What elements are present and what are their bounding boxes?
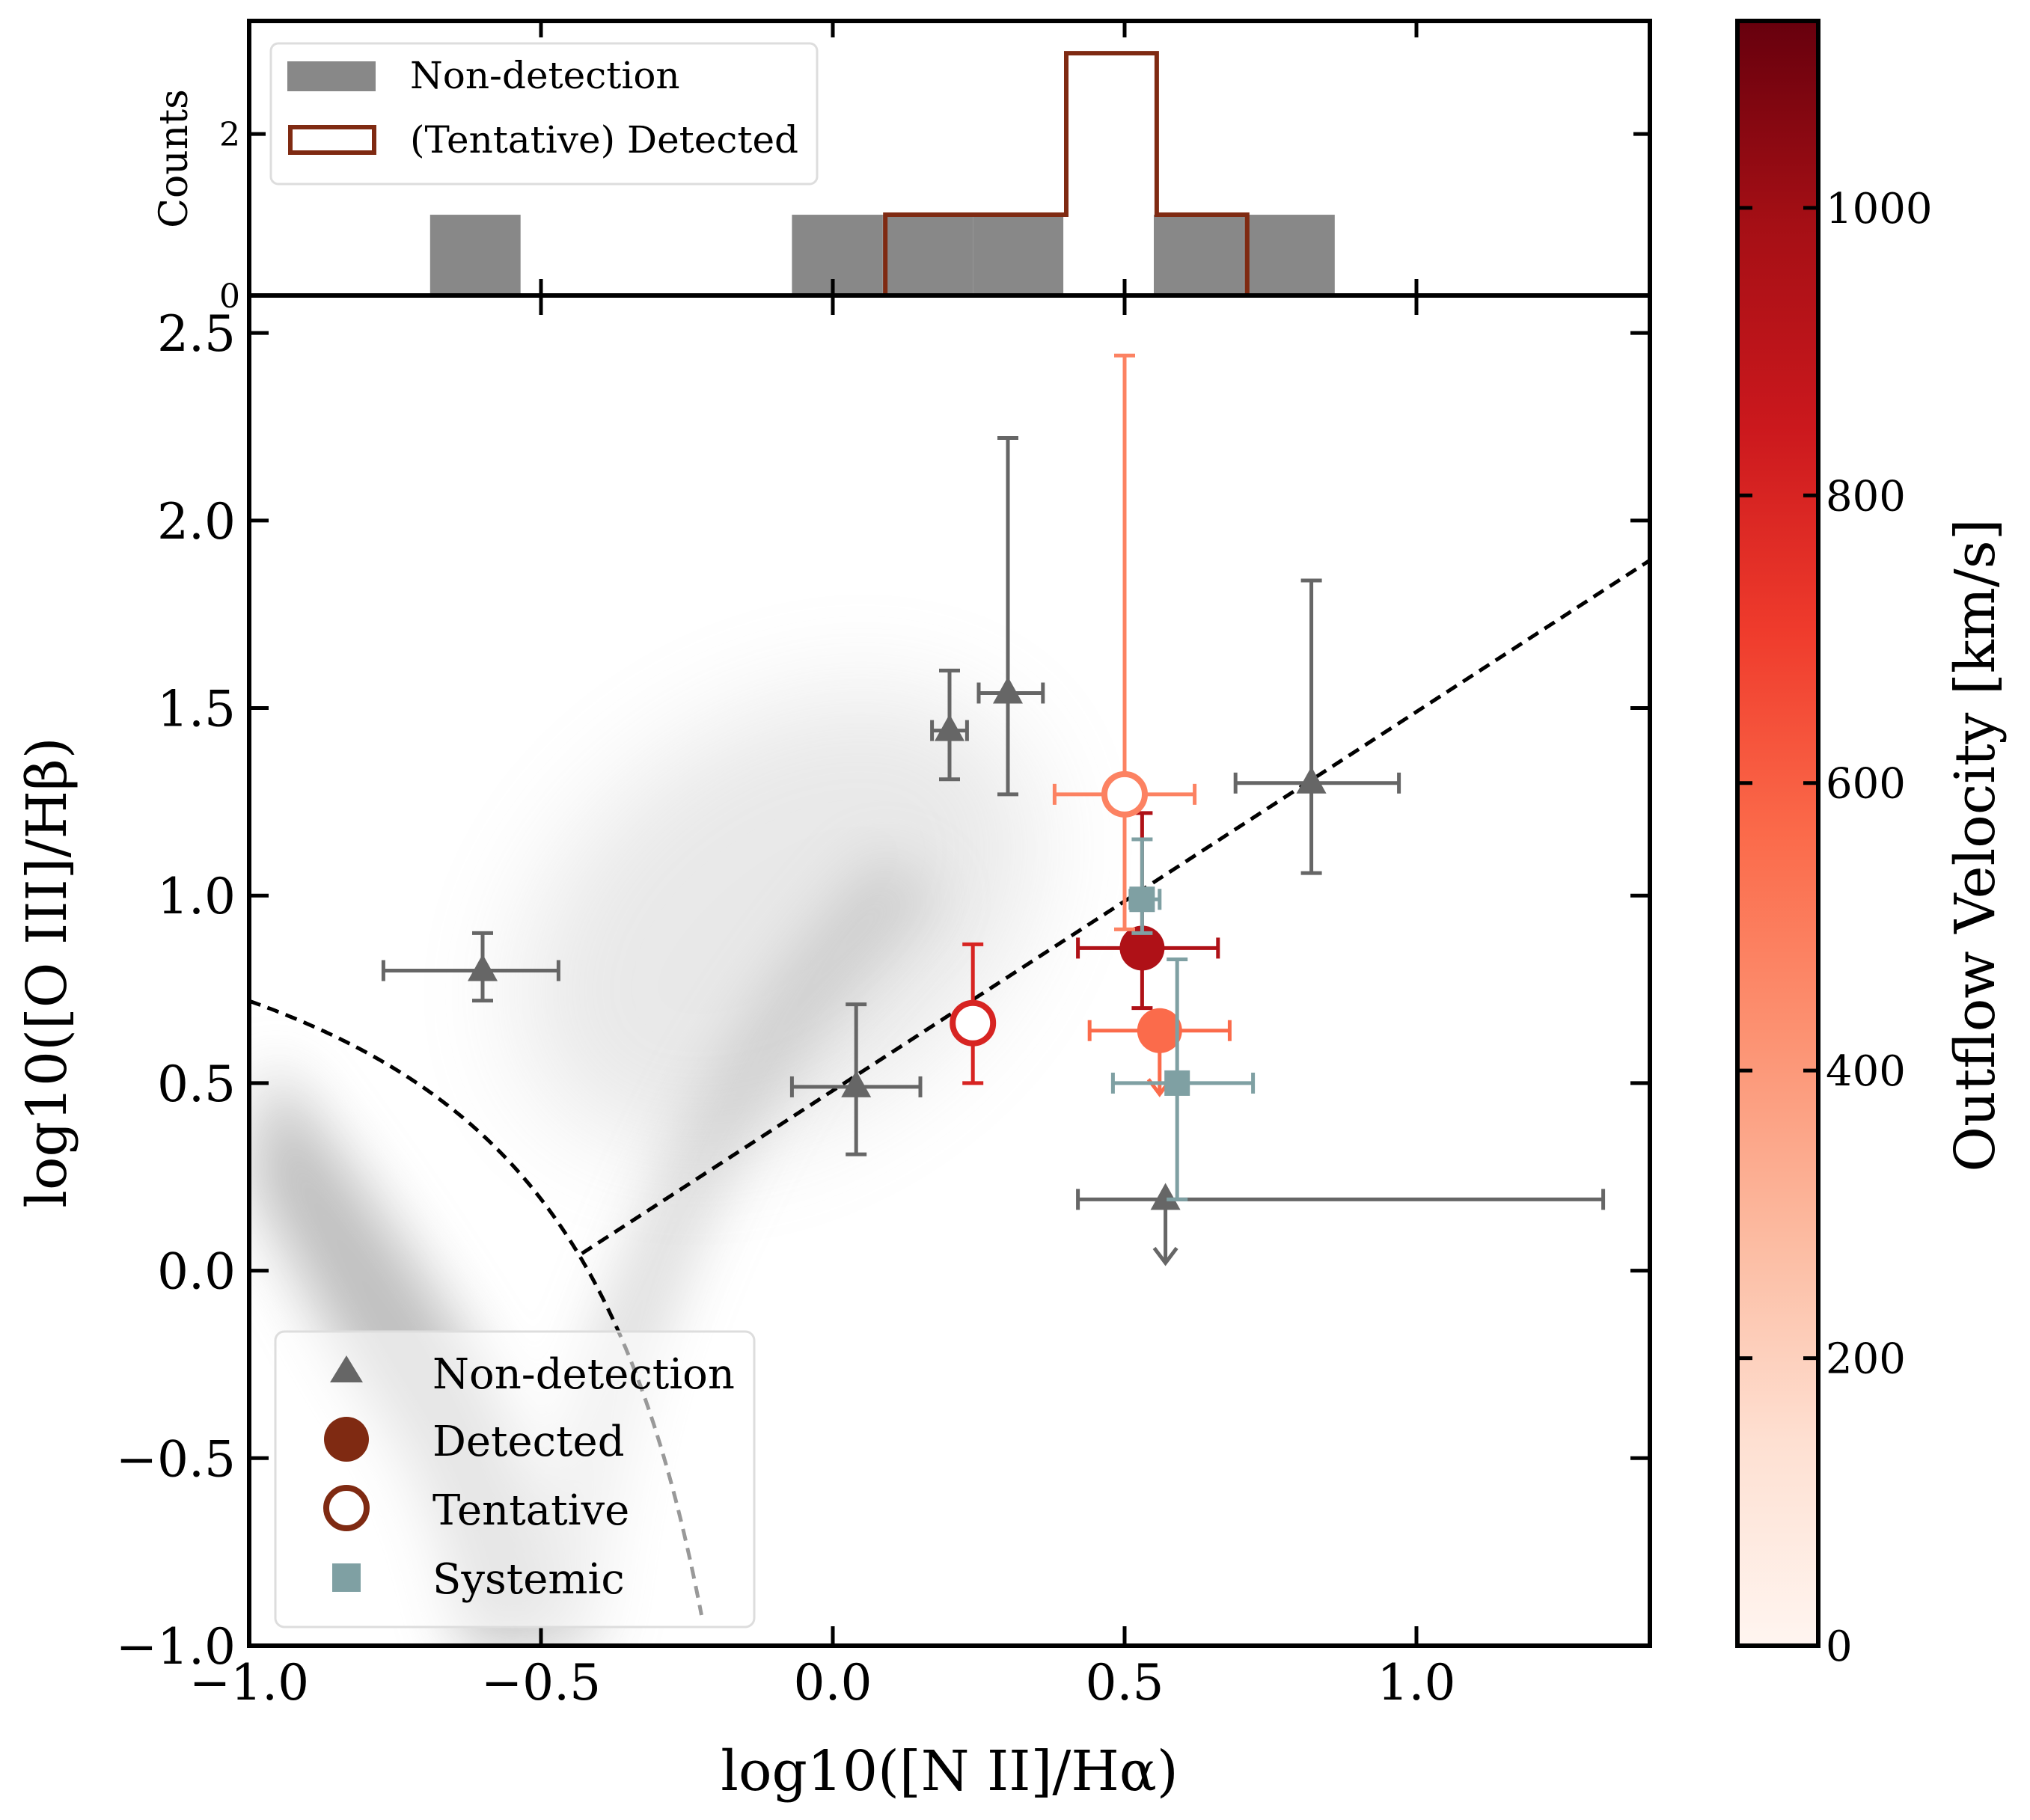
colorbar: 0 200 400 600 800 1000 Outflow Velocity [km/s… [1735, 19, 2008, 1671]
histogram-bars [429, 215, 1335, 295]
bpt-panel: −1.0 −0.5 0.0 0.5 1.0 −1.0 −0.5 0.0 0.5 1.0 1.5 2.0… [15, 293, 1652, 1804]
tentative-errorbars [1052, 353, 1197, 931]
main-legend: Non-detection Detected Tentative Systemi… [274, 1330, 756, 1628]
point-nondetection [1296, 766, 1327, 794]
colorbar-tick-label: 600 [1826, 760, 1906, 809]
point-detected [1119, 925, 1165, 971]
y-tick-label: 0.5 [157, 1055, 236, 1113]
point-systemic [1129, 886, 1155, 913]
y-tick-label: 2.5 [157, 305, 236, 363]
legend-swatch-nondetection-filled [287, 61, 376, 91]
legend-marker-open-circle [323, 1485, 370, 1531]
main-legend-label-nondetection: Non-detection [432, 1350, 735, 1399]
colorbar-tick-label: 1000 [1826, 185, 1933, 233]
hist-y-tick-label: 2 [219, 116, 240, 154]
point-systemic [1164, 1070, 1190, 1096]
colorbar-tick-label: 200 [1826, 1335, 1906, 1384]
histogram-legend: Non-detection (Tentative) Detected [269, 42, 819, 186]
histogram-bar-nondetection [1244, 215, 1335, 295]
legend-marker-square [332, 1563, 361, 1592]
point-nondetection [993, 676, 1023, 704]
y-tick-label: 1.0 [157, 868, 236, 925]
point-tentative [950, 999, 997, 1047]
histogram-bar-nondetection [882, 215, 973, 295]
main-legend-label-detected: Detected [432, 1418, 625, 1466]
x-tick-label: −0.5 [481, 1654, 601, 1712]
colorbar-gradient [1737, 21, 1818, 1646]
x-tick-label: 0.0 [794, 1654, 872, 1712]
point-nondetection [841, 1070, 872, 1097]
histogram-bar-nondetection [973, 215, 1064, 295]
colorbar-tick-label: 400 [1826, 1047, 1906, 1096]
point-detected [1137, 1008, 1182, 1053]
y-tick-label: 1.5 [157, 681, 236, 738]
agn-liner-line [581, 558, 1650, 1255]
main-y-label: log10([O III]/Hβ) [15, 737, 79, 1207]
point-nondetection [935, 714, 964, 741]
colorbar-tick-label: 0 [1826, 1623, 1853, 1671]
histogram-legend-label-detected: (Tentative) Detected [410, 118, 798, 162]
legend-marker-triangle [330, 1355, 363, 1382]
y-tick-label: −0.5 [116, 1430, 236, 1488]
main-frame [247, 293, 1652, 1648]
y-tick-label: 0.0 [157, 1243, 236, 1301]
point-nondetection [1150, 1183, 1181, 1210]
hist-y-tick-label: 0 [219, 278, 240, 316]
main-legend-label-tentative: Tentative [432, 1486, 629, 1535]
histogram-bar-nondetection [1154, 215, 1244, 295]
main-legend-label-systemic: Systemic [432, 1555, 625, 1604]
legend-swatch-detected-step [288, 125, 376, 155]
nondetection-errorbars [1233, 578, 1401, 875]
colorbar-label: Outflow Velocity [km/s] [1943, 518, 2008, 1171]
x-tick-label: 1.0 [1378, 1654, 1456, 1712]
main-x-label: log10([N II]/Hα) [721, 1739, 1178, 1804]
x-tick-label: −1.0 [189, 1654, 309, 1712]
colorbar-ticks: 0 200 400 600 800 1000 [1737, 185, 1933, 1671]
histogram-legend-label-nondetection: Non-detection [410, 54, 680, 97]
data-points [381, 353, 1606, 1266]
histogram-panel: 0 2 Counts Non-detection (Tentative) Dete… [152, 19, 1652, 316]
colorbar-frame [1735, 19, 1820, 1648]
main-axis-ticks: −1.0 −0.5 0.0 0.5 1.0 −1.0 −0.5 0.0 0.5 1.0 1.5 2.0… [116, 295, 1650, 1712]
x-tick-label: 0.5 [1086, 1654, 1164, 1712]
colorbar-tick-label: 800 [1826, 472, 1906, 521]
histogram-legend-box [269, 42, 819, 186]
histogram-bar-nondetection [792, 215, 883, 295]
main-legend-box [274, 1330, 756, 1628]
histogram-bar-nondetection [429, 215, 521, 295]
histogram-y-label: Counts [152, 89, 197, 228]
point-nondetection [468, 954, 498, 981]
point-tentative [1101, 770, 1148, 818]
y-tick-label: −1.0 [116, 1618, 236, 1676]
histogram-step-detected [249, 51, 1650, 298]
y-tick-label: 2.0 [157, 493, 236, 551]
legend-marker-filled-circle [324, 1417, 369, 1462]
